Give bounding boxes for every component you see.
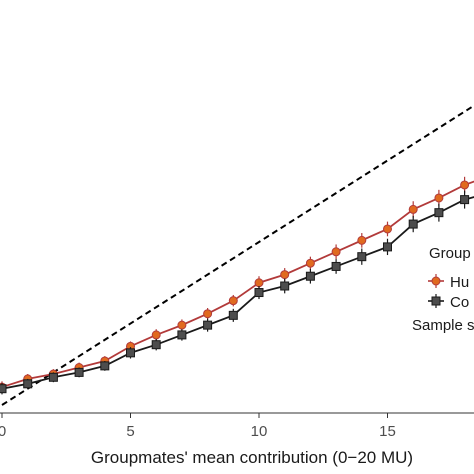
legend: Group Hu Co Sample s (412, 245, 474, 334)
data-point-co (0, 384, 7, 394)
data-point-co (331, 261, 341, 271)
x-tick-label: 10 (251, 423, 268, 440)
series-layer (0, 176, 474, 395)
data-point-co (48, 372, 58, 382)
data-point-co (74, 367, 84, 377)
data-point-co (254, 288, 264, 298)
legend-entry-co: Co (428, 294, 469, 311)
data-point-co (23, 379, 33, 389)
data-point-hu (254, 278, 264, 288)
data-point-co (280, 281, 290, 291)
series-hu (0, 176, 474, 393)
data-point-co (460, 195, 470, 205)
data-point-co (408, 219, 418, 229)
data-point-co (305, 271, 315, 281)
legend-label-co: Co (450, 294, 469, 311)
legend-title: Group (429, 245, 471, 262)
data-point-hu (305, 258, 315, 268)
x-axis: 0 5 10 15 Groupmates' mean contribution (0−… (0, 412, 474, 467)
x-axis-title: Groupmates' mean contribution (0−20 MU) (91, 448, 413, 467)
data-point-co (383, 242, 392, 252)
data-point-co (203, 320, 213, 330)
data-point-hu (460, 180, 470, 190)
data-point-hu (203, 309, 213, 319)
legend-label-hu: Hu (450, 274, 469, 291)
x-tick-label: 15 (379, 423, 396, 440)
data-point-co (177, 330, 187, 340)
data-point-co (151, 340, 161, 350)
legend-marker-hu (431, 276, 441, 286)
series-line-hu (1, 180, 474, 388)
legend-marker-co (431, 296, 441, 306)
data-point-hu (228, 296, 238, 306)
data-point-hu (408, 204, 418, 214)
data-point-hu (434, 193, 444, 203)
data-point-co (434, 208, 444, 218)
data-point-hu (331, 247, 341, 257)
data-point-hu (280, 270, 290, 280)
data-point-co (228, 310, 238, 320)
legend-sample-size-label: Sample s (412, 317, 474, 334)
plot-area (0, 104, 474, 406)
series-co (0, 190, 474, 395)
x-ticks: 0 5 10 15 (0, 413, 396, 440)
data-point-co (357, 252, 367, 262)
data-point-hu (177, 320, 187, 330)
data-point-co (126, 348, 135, 358)
x-tick-label: 5 (126, 423, 134, 440)
data-point-co (100, 361, 110, 371)
data-point-hu (151, 330, 161, 340)
x-tick-label: 0 (0, 423, 6, 440)
reference-line (1, 104, 474, 406)
data-point-hu (383, 224, 392, 234)
data-point-hu (357, 235, 367, 245)
legend-entry-hu: Hu (428, 274, 469, 291)
